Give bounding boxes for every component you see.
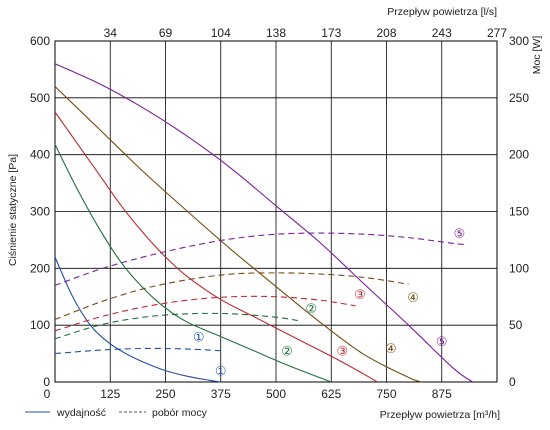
bottom-tick-label: 375 — [211, 387, 231, 401]
grid — [55, 41, 497, 382]
power-curve-1 — [54, 347, 221, 355]
bottom-tick-label: 250 — [155, 387, 175, 401]
top-tick-label: 208 — [376, 26, 396, 40]
curve-marker-5: ⑤ — [436, 335, 448, 350]
bottom-axis-ticks: 0 125 250 375 500 625 750 875 — [44, 387, 452, 401]
pressure-curve-5 — [54, 63, 474, 383]
curve-marker-1: ① — [193, 331, 205, 346]
top-tick-label: 138 — [266, 26, 286, 40]
top-tick-label: 243 — [432, 26, 452, 40]
top-axis-label: Przepływ powietrza [l/s] — [387, 6, 497, 18]
right-tick-label: 250 — [509, 91, 529, 105]
power-curve-2 — [54, 312, 299, 340]
curve-marker-4: ④ — [407, 291, 419, 306]
left-tick-label: 400 — [30, 148, 50, 162]
power-curve-3 — [54, 295, 356, 332]
bottom-axis-label: Przepływ powietrza [m³/h] — [380, 409, 500, 421]
right-axis-label: Moc [W] — [531, 36, 543, 75]
right-tick-label: 100 — [509, 261, 529, 275]
bottom-tick-label: 875 — [432, 387, 452, 401]
legend-label-pobor-mocy: pobór mocy — [152, 407, 208, 419]
curve-marker-4: ④ — [385, 342, 397, 357]
left-tick-label: 200 — [30, 261, 50, 275]
right-tick-label: 150 — [509, 205, 529, 219]
legend: wydajność pobór mocy — [25, 407, 208, 419]
top-tick-label: 104 — [211, 26, 231, 40]
top-axis-ticks: 34 69 104 138 173 208 243 277 — [104, 26, 508, 40]
top-tick-label: 277 — [487, 26, 507, 40]
left-tick-label: 100 — [30, 318, 50, 332]
bottom-tick-label: 0 — [44, 387, 51, 401]
top-tick-label: 69 — [159, 26, 173, 40]
pressure-curve-4 — [54, 86, 423, 383]
pressure-curve-1 — [54, 256, 221, 383]
legend-label-wydajnosc: wydajność — [56, 407, 106, 419]
top-tick-label: 34 — [104, 26, 118, 40]
curve-marker-3: ③ — [336, 345, 348, 360]
left-tick-label: 300 — [30, 205, 50, 219]
right-tick-label: 50 — [509, 318, 523, 332]
right-tick-label: 0 — [509, 375, 516, 389]
curve-marker-5: ⑤ — [454, 227, 466, 242]
curve-marker-3: ③ — [354, 288, 366, 303]
bottom-tick-label: 625 — [321, 387, 341, 401]
right-tick-label: 200 — [509, 148, 529, 162]
top-tick-label: 173 — [321, 26, 341, 40]
curve-marker-2: ② — [281, 345, 293, 360]
pressure-curve-3 — [54, 111, 378, 383]
bottom-tick-label: 500 — [266, 387, 286, 401]
curve-marker-1: ① — [215, 365, 227, 380]
bottom-tick-label: 750 — [376, 387, 396, 401]
curve-markers: ① ① ② ② ③ ③ ④ ④ ⑤ ⑤ — [193, 227, 465, 380]
power-curve-4 — [54, 272, 409, 320]
bottom-tick-label: 125 — [100, 387, 120, 401]
plot-frame — [54, 40, 498, 383]
right-tick-label: 300 — [509, 34, 529, 48]
left-tick-label: 600 — [30, 34, 50, 48]
pressure-curve-2 — [54, 144, 332, 383]
left-tick-label: 0 — [43, 375, 50, 389]
left-axis-label: Ciśnienie statyczne [Pa] — [7, 154, 19, 266]
left-tick-label: 500 — [30, 91, 50, 105]
curve-marker-2: ② — [306, 302, 318, 317]
curves — [54, 63, 474, 383]
power-curve-5 — [54, 232, 464, 286]
right-axis-ticks: 0 50 100 150 200 250 300 — [509, 34, 529, 389]
left-axis-ticks: 0 100 200 300 400 500 600 — [30, 34, 50, 389]
